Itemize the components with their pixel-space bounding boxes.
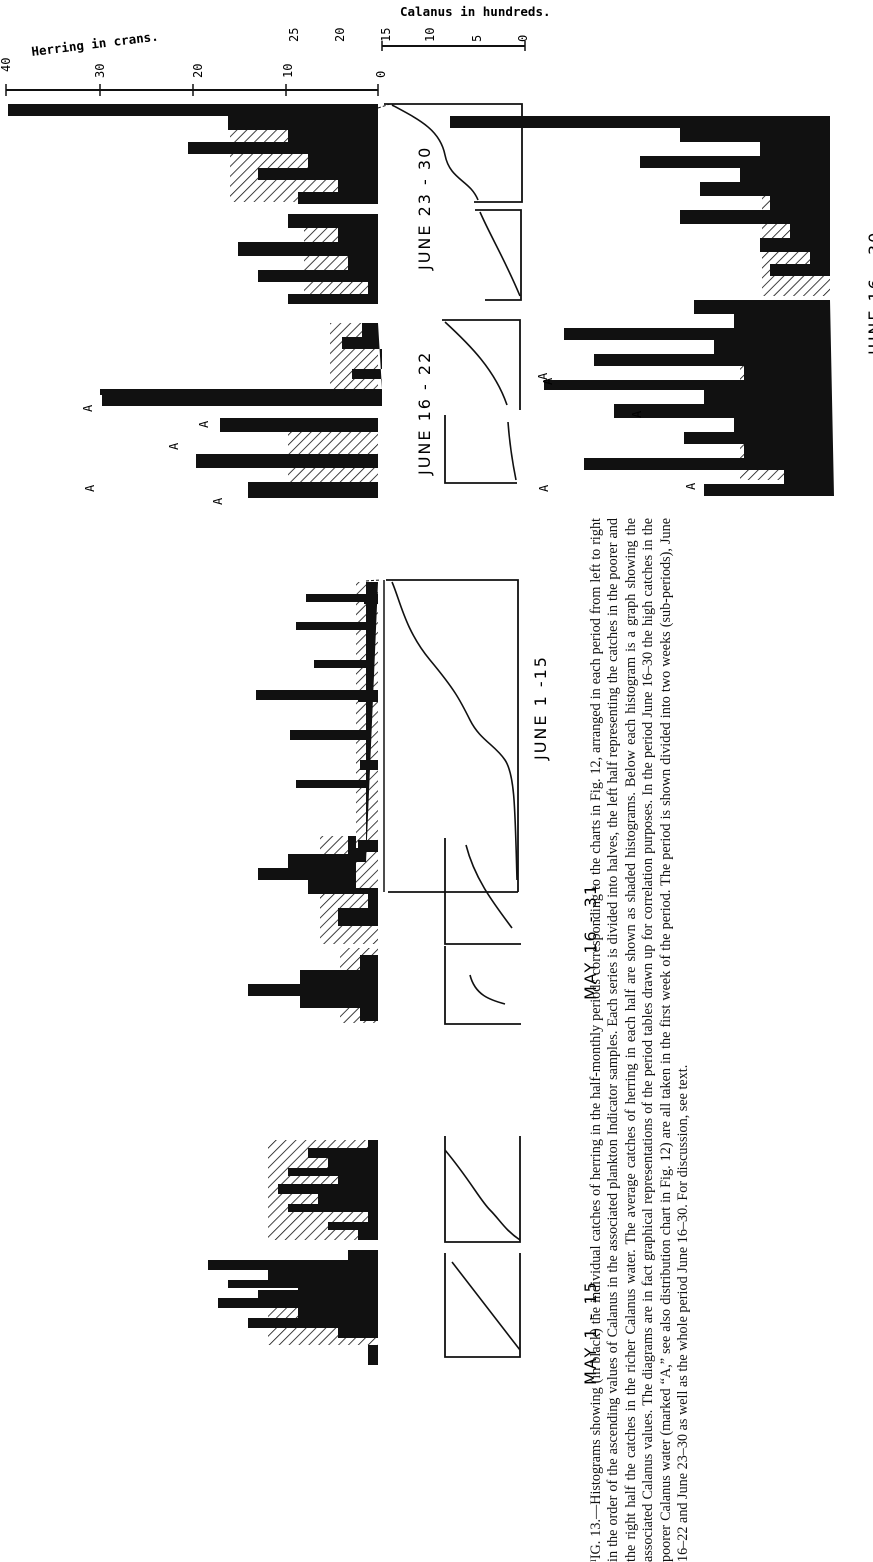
panel-may-1-15: MAY 1 - 15 bbox=[208, 1136, 600, 1385]
calanus-tick-20: 20 bbox=[333, 28, 347, 42]
marker-a-5: A bbox=[81, 404, 95, 412]
calanus-axis: Calanus in hundreds. 25 20 15 10 5 0 bbox=[287, 4, 551, 51]
herring-axis-label: Herring in crans. bbox=[31, 28, 160, 58]
calanus-axis-label: Calanus in hundreds. bbox=[400, 4, 551, 19]
calanus-tick-0: 0 bbox=[516, 35, 530, 42]
marker-a-10: A bbox=[536, 372, 550, 380]
marker-a-9: A bbox=[541, 377, 555, 385]
panel-june-16-30: A A A A A JUNE 16 - 30 bbox=[450, 116, 873, 496]
panel-june-23-30: JUNE 23 - 30 bbox=[8, 103, 523, 304]
herring-tick-30: 30 bbox=[93, 64, 107, 78]
herring-tick-40: 40 bbox=[0, 58, 13, 72]
herring-tick-20: 20 bbox=[191, 64, 205, 78]
panel-label-may-1-15: MAY 1 - 15 bbox=[581, 1280, 600, 1385]
marker-a-2: A bbox=[83, 484, 97, 492]
panel-label-june-23-30: JUNE 23 - 30 bbox=[415, 146, 434, 271]
panel-label-june-16-22: JUNE 16 - 22 bbox=[415, 351, 434, 476]
figure-caption: ᴵIG. 13.—Histograms showing (in black) t… bbox=[588, 518, 872, 1562]
caption-text: ᴵIG. 13.—Histograms showing (in black) t… bbox=[588, 518, 692, 1562]
calanus-tick-15: 15 bbox=[379, 28, 393, 42]
calanus-tick-5: 5 bbox=[470, 35, 484, 42]
panel-june-1-15: JUNE 1 -15 bbox=[256, 579, 550, 893]
panel-label-may-16-31: MAY 16 - 31 bbox=[581, 883, 600, 1000]
calanus-tick-10: 10 bbox=[423, 28, 437, 42]
histogram-figure: Herring in crans. 40 30 20 10 0 Calanus … bbox=[0, 4, 873, 1385]
herring-axis: Herring in crans. 40 30 20 10 0 bbox=[0, 28, 388, 96]
panel-label-june-1-15: JUNE 1 -15 bbox=[531, 655, 550, 761]
herring-tick-10: 10 bbox=[281, 64, 295, 78]
marker-a-4: A bbox=[197, 420, 211, 428]
marker-a-8: A bbox=[630, 410, 644, 418]
panel-june-16-22: A A A A A JUNE 16 - 22 bbox=[81, 319, 521, 505]
marker-a-3: A bbox=[167, 442, 181, 450]
calanus-tick-25: 25 bbox=[287, 28, 301, 42]
panel-may-16-31: MAY 16 - 31 bbox=[248, 836, 600, 1025]
marker-a-7: A bbox=[684, 482, 698, 490]
marker-a-6: A bbox=[537, 484, 551, 492]
panel-label-june-16-30: JUNE 16 - 30 bbox=[865, 231, 873, 356]
marker-a-1: A bbox=[211, 497, 225, 505]
herring-tick-0: 0 bbox=[374, 71, 388, 78]
